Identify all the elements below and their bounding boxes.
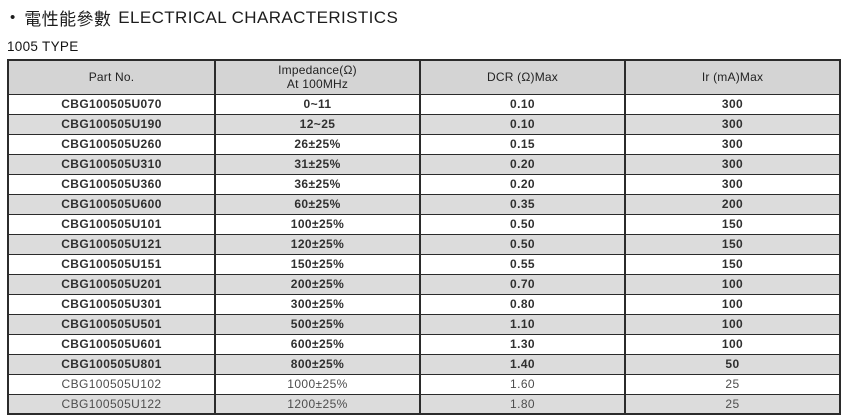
electrical-characteristics-table: Part No. Impedance(Ω) At 100MHz DCR (Ω)M…	[7, 59, 841, 415]
cell-impedance: 600±25%	[214, 333, 421, 355]
cell-impedance: 120±25%	[214, 233, 421, 255]
cell-impedance: 1200±25%	[214, 393, 421, 415]
cell-impedance: 100±25%	[214, 213, 421, 235]
header-dcr: DCR (Ω)Max	[419, 59, 626, 95]
cell-part-no: CBG100505U201	[7, 273, 216, 295]
cell-dcr: 0.20	[419, 173, 626, 195]
cell-dcr: 1.10	[419, 313, 626, 335]
header-impedance: Impedance(Ω) At 100MHz	[214, 59, 421, 95]
table-row: CBG100505U600 60±25% 0.35 200	[7, 193, 841, 215]
cell-part-no: CBG100505U070	[7, 93, 216, 115]
cell-ir: 100	[624, 273, 841, 295]
table-row: CBG100505U070 0~11 0.10 300	[7, 93, 841, 115]
type-label: 1005 TYPE	[7, 39, 79, 54]
table-row: CBG100505U501 500±25% 1.10 100	[7, 313, 841, 335]
cell-dcr: 0.50	[419, 233, 626, 255]
cell-dcr: 0.35	[419, 193, 626, 215]
cell-part-no: CBG100505U360	[7, 173, 216, 195]
cell-impedance: 12~25	[214, 113, 421, 135]
cell-impedance: 31±25%	[214, 153, 421, 175]
cell-part-no: CBG100505U190	[7, 113, 216, 135]
cell-part-no: CBG100505U151	[7, 253, 216, 275]
header-row: Part No. Impedance(Ω) At 100MHz DCR (Ω)M…	[7, 59, 841, 95]
cell-ir: 300	[624, 173, 841, 195]
cell-ir: 100	[624, 333, 841, 355]
cell-ir: 200	[624, 193, 841, 215]
cell-dcr: 0.70	[419, 273, 626, 295]
cell-dcr: 0.10	[419, 93, 626, 115]
cell-dcr: 0.15	[419, 133, 626, 155]
cell-dcr: 0.55	[419, 253, 626, 275]
cell-part-no: CBG100505U600	[7, 193, 216, 215]
table-row: CBG100505U201 200±25% 0.70 100	[7, 273, 841, 295]
table-row: CBG100505U601 600±25% 1.30 100	[7, 333, 841, 355]
table-row: CBG100505U360 36±25% 0.20 300	[7, 173, 841, 195]
cell-ir: 300	[624, 113, 841, 135]
cell-impedance: 60±25%	[214, 193, 421, 215]
bullet-icon: •	[10, 9, 16, 26]
cell-ir: 300	[624, 153, 841, 175]
cell-impedance: 500±25%	[214, 313, 421, 335]
cell-impedance: 150±25%	[214, 253, 421, 275]
cell-impedance: 26±25%	[214, 133, 421, 155]
cell-ir: 150	[624, 213, 841, 235]
cell-part-no: CBG100505U260	[7, 133, 216, 155]
cell-part-no: CBG100505U101	[7, 213, 216, 235]
cell-part-no: CBG100505U122	[7, 393, 216, 415]
table-row: CBG100505U101 100±25% 0.50 150	[7, 213, 841, 235]
table-row: CBG100505U260 26±25% 0.15 300	[7, 133, 841, 155]
cell-ir: 100	[624, 313, 841, 335]
cell-ir: 25	[624, 373, 841, 395]
cell-impedance: 200±25%	[214, 273, 421, 295]
cell-dcr: 1.40	[419, 353, 626, 375]
cell-dcr: 0.80	[419, 293, 626, 315]
cell-ir: 25	[624, 393, 841, 415]
cell-ir: 300	[624, 133, 841, 155]
cell-dcr: 0.10	[419, 113, 626, 135]
table-row: CBG100505U801 800±25% 1.40 50	[7, 353, 841, 375]
table-row: CBG100505U190 12~25 0.10 300	[7, 113, 841, 135]
cell-part-no: CBG100505U801	[7, 353, 216, 375]
cell-part-no: CBG100505U102	[7, 373, 216, 395]
cell-part-no: CBG100505U121	[7, 233, 216, 255]
cell-part-no: CBG100505U301	[7, 293, 216, 315]
table-row: CBG100505U122 1200±25% 1.80 25	[7, 393, 841, 415]
cell-impedance: 0~11	[214, 93, 421, 115]
cell-ir: 50	[624, 353, 841, 375]
cell-dcr: 0.50	[419, 213, 626, 235]
cell-ir: 150	[624, 233, 841, 255]
section-title-en: ELECTRICAL CHARACTERISTICS	[118, 7, 399, 27]
cell-impedance: 800±25%	[214, 353, 421, 375]
cell-impedance: 1000±25%	[214, 373, 421, 395]
cell-part-no: CBG100505U501	[7, 313, 216, 335]
table-row: CBG100505U151 150±25% 0.55 150	[7, 253, 841, 275]
cell-impedance: 300±25%	[214, 293, 421, 315]
cell-dcr: 1.80	[419, 393, 626, 415]
table-body: CBG100505U070 0~11 0.10 300 CBG100505U19…	[7, 93, 841, 415]
table-header: Part No. Impedance(Ω) At 100MHz DCR (Ω)M…	[7, 59, 841, 95]
cell-part-no: CBG100505U601	[7, 333, 216, 355]
cell-ir: 300	[624, 93, 841, 115]
section-title-zh: 電性能參數	[24, 10, 112, 29]
cell-dcr: 1.30	[419, 333, 626, 355]
table-row: CBG100505U301 300±25% 0.80 100	[7, 293, 841, 315]
cell-dcr: 1.60	[419, 373, 626, 395]
table-row: CBG100505U102 1000±25% 1.60 25	[7, 373, 841, 395]
cell-part-no: CBG100505U310	[7, 153, 216, 175]
cell-impedance: 36±25%	[214, 173, 421, 195]
table-row: CBG100505U121 120±25% 0.50 150	[7, 233, 841, 255]
cell-dcr: 0.20	[419, 153, 626, 175]
section-title: • 電性能參數 ELECTRICAL CHARACTERISTICS	[0, 0, 844, 30]
header-part-no: Part No.	[7, 59, 216, 95]
table-row: CBG100505U310 31±25% 0.20 300	[7, 153, 841, 175]
header-ir: Ir (mA)Max	[624, 59, 841, 95]
cell-ir: 100	[624, 293, 841, 315]
cell-ir: 150	[624, 253, 841, 275]
